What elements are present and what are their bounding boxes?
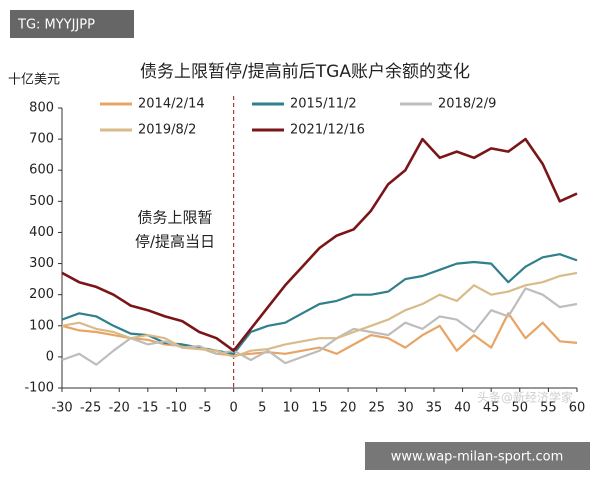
y-axis-label: 十亿美元 (8, 73, 60, 88)
x-tick-label: 45 (483, 401, 500, 416)
faint-watermark: 头条@新经济学家 (477, 390, 573, 405)
series-line (61, 137, 578, 352)
x-tick-label: 40 (454, 401, 471, 416)
x-tick-label: 0 (230, 401, 238, 416)
watermark-bg (365, 442, 590, 470)
watermark: www.wap-milan-sport.com (391, 450, 563, 465)
y-tick-label: 100 (29, 318, 54, 333)
x-tick-label: 20 (340, 401, 357, 416)
y-tick-label: -100 (24, 381, 54, 396)
x-tick-label: 10 (283, 401, 300, 416)
chart-title: 债务上限暂停/提高前后TGA账户余额的变化 (140, 62, 470, 82)
x-tick-label: -5 (199, 401, 212, 416)
y-tick-label: 700 (29, 132, 54, 147)
legend-label: 2014/2/14 (138, 97, 205, 112)
y-tick-label: 600 (29, 163, 54, 178)
y-tick-label: 400 (29, 225, 54, 240)
x-tick-label: -25 (80, 401, 101, 416)
legend-label: 2015/11/2 (290, 97, 357, 112)
x-tick-label: -15 (137, 401, 158, 416)
series-line (61, 287, 578, 366)
badge: TG: MYYJJPP (17, 18, 95, 33)
legend-label: 2021/12/16 (290, 123, 365, 138)
legend-label: 2018/2/9 (438, 97, 496, 112)
x-tick-label: 35 (426, 401, 443, 416)
y-tick-label: 800 (29, 101, 54, 116)
x-tick-label: -20 (109, 401, 130, 416)
x-tick-label: 25 (368, 401, 385, 416)
y-tick-label: 200 (29, 287, 54, 302)
x-tick-label: 50 (512, 401, 529, 416)
x-tick-label: 55 (540, 401, 557, 416)
series-line (61, 271, 578, 358)
x-tick-label: -10 (166, 401, 187, 416)
x-tick-label: 60 (569, 401, 586, 416)
annotation: 停/提高当日 (135, 233, 215, 251)
annotation: 债务上限暂 (137, 209, 212, 227)
series-line (61, 312, 578, 357)
y-tick-label: 500 (29, 194, 54, 209)
x-tick-label: 15 (311, 401, 328, 416)
x-tick-label: -30 (51, 401, 72, 416)
y-tick-label: 0 (46, 349, 54, 364)
legend-label: 2019/8/2 (138, 123, 196, 138)
x-tick-label: 5 (258, 401, 266, 416)
x-tick-label: 30 (397, 401, 414, 416)
y-tick-label: 300 (29, 256, 54, 271)
badge-bg (10, 10, 134, 38)
